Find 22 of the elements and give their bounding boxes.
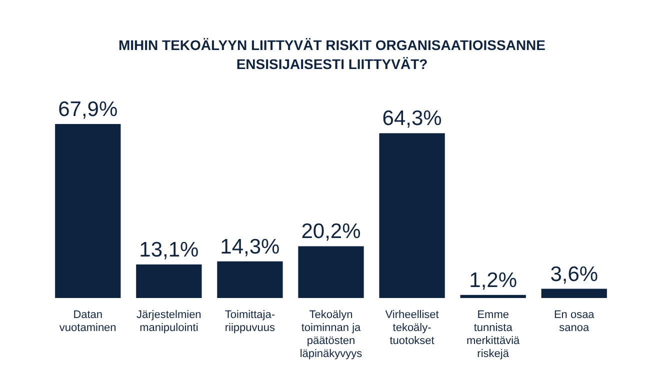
data-label: 1,2% — [469, 268, 518, 292]
data-label: 3,6% — [550, 262, 598, 286]
x-tick-label: Datan vuotaminen — [59, 309, 116, 334]
data-label: 64,3% — [382, 107, 442, 130]
x-tick-label: En osaa sanoa — [554, 309, 596, 334]
bar — [541, 288, 607, 298]
chart-title: MIHIN TEKOÄLYYN LIITTYVÄT RISKIT ORGANISAATIOISSANNE ENSISIJAISESTI LIITTYVÄT? — [118, 37, 546, 72]
x-tick-label: Järjestelmien manipulointi — [136, 309, 202, 334]
x-tick-label: Toimittaja- riippuvuus — [224, 309, 276, 334]
bar — [379, 133, 445, 298]
bar — [217, 261, 283, 298]
data-label: 67,9% — [58, 98, 118, 121]
bar — [136, 264, 202, 298]
data-label: 20,2% — [301, 220, 361, 244]
bar — [55, 124, 121, 298]
x-tick-label: Virheelliset tekoäly- tuotokset — [385, 309, 439, 347]
bar — [460, 294, 526, 298]
bar — [298, 246, 364, 298]
data-label: 13,1% — [139, 238, 199, 262]
x-tick-label: Emme tunnista merkittäviä riskejä — [466, 309, 521, 360]
data-label: 14,3% — [220, 235, 280, 258]
x-tick-label: Tekoälyn toiminnan ja päätösten läpinäkyvyys — [300, 309, 363, 360]
